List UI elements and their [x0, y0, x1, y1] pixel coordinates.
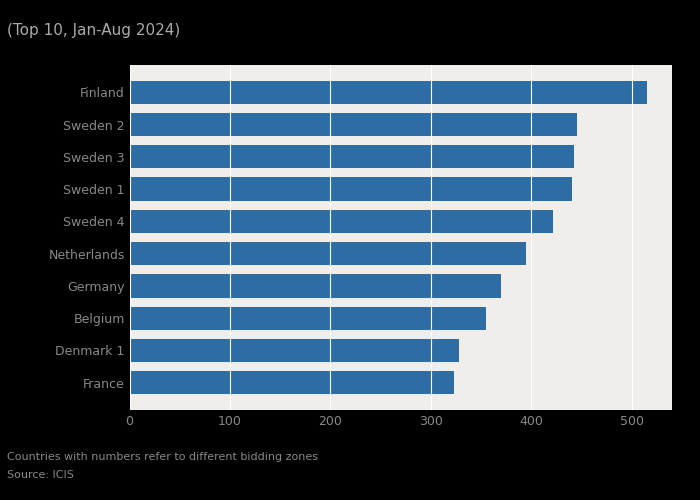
Bar: [130, 339, 459, 362]
Text: Countries with numbers refer to different bidding zones: Countries with numbers refer to differen…: [7, 452, 318, 462]
Text: Source: ICIS: Source: ICIS: [7, 470, 74, 480]
Bar: [130, 306, 486, 330]
Bar: [130, 242, 526, 265]
Bar: [130, 178, 571, 201]
Bar: [130, 80, 647, 104]
Bar: [130, 274, 501, 297]
Text: (Top 10, Jan-Aug 2024): (Top 10, Jan-Aug 2024): [7, 22, 181, 38]
Bar: [130, 145, 573, 169]
Bar: [130, 113, 577, 136]
Bar: [130, 210, 554, 233]
Bar: [130, 371, 454, 394]
